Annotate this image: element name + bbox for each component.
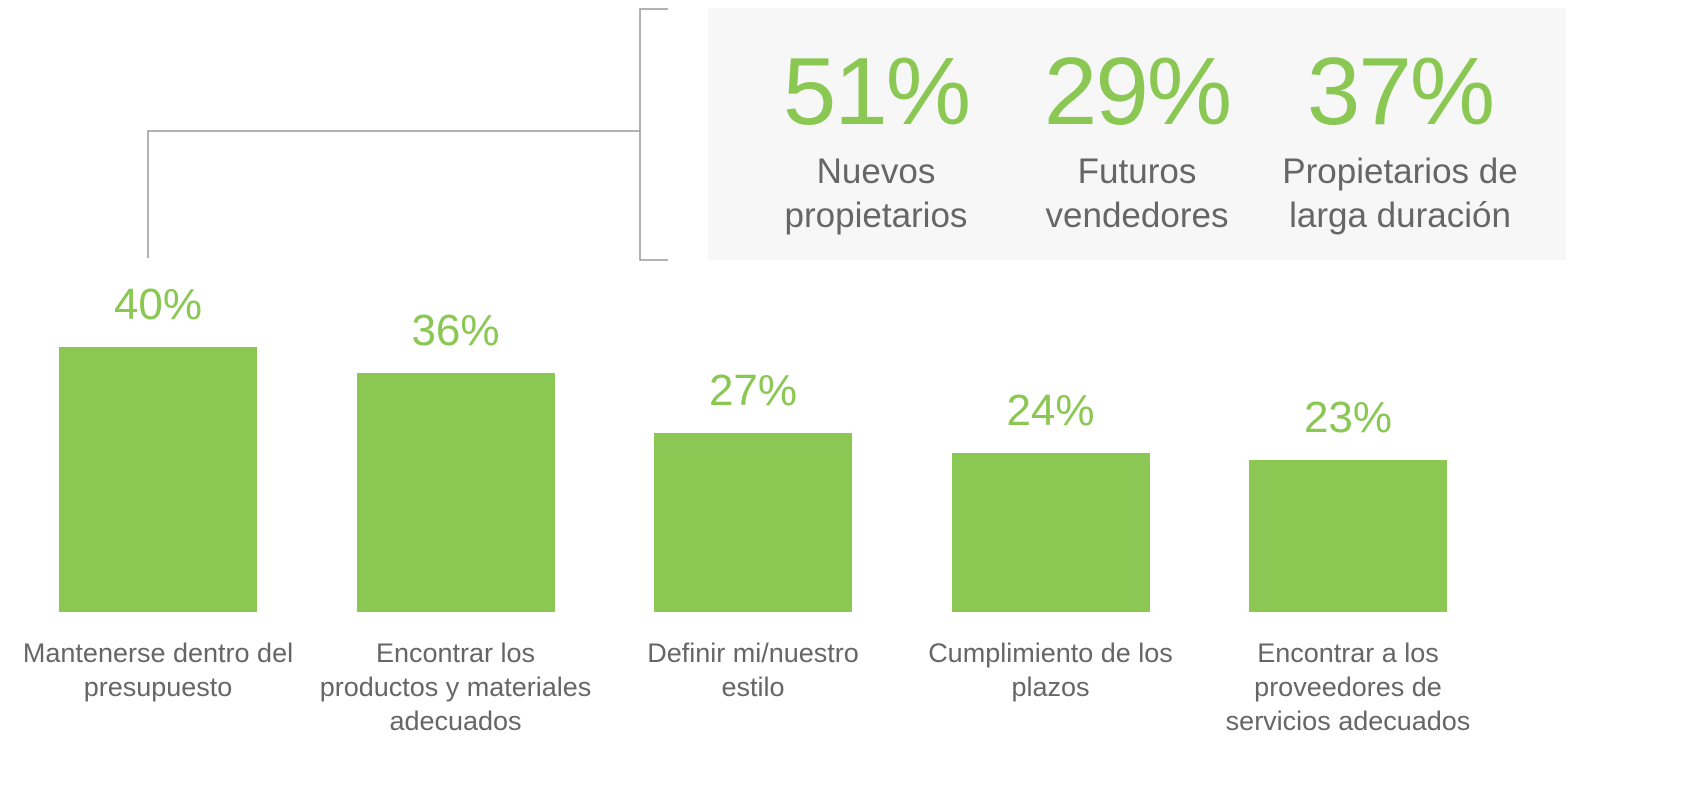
bracket-line (639, 8, 668, 261)
callout-caption: Propietarios de larga duración (1282, 152, 1518, 235)
value-label: 40% (113, 279, 203, 329)
connector-line (147, 130, 640, 258)
category-label: Encontrar a los proveedores de servicios… (1225, 638, 1471, 736)
bar (356, 373, 555, 612)
value-label: 24% (1006, 385, 1095, 435)
bar (654, 432, 852, 612)
bar (951, 452, 1150, 612)
callout-value: 37% (1306, 38, 1495, 145)
value-label: 36% (411, 306, 500, 356)
callout-value: 51% (782, 38, 971, 145)
bar (1249, 459, 1447, 612)
callout-caption: Nuevos propietarios (784, 152, 968, 235)
callout-value: 29% (1043, 38, 1232, 145)
category-label: Mantenerse dentro del presupuesto (22, 638, 294, 702)
callout-caption: Futuros vendedores (1045, 152, 1229, 235)
category-label: Encontrar los productos y materiales ade… (319, 638, 592, 736)
value-label: 27% (708, 365, 798, 415)
category-label: Definir mi/nuestro estilo (647, 638, 859, 702)
callout-panel (708, 8, 1566, 260)
value-label: 23% (1303, 392, 1393, 442)
category-label: Cumplimiento de los plazos (928, 638, 1173, 702)
bar (59, 346, 257, 612)
